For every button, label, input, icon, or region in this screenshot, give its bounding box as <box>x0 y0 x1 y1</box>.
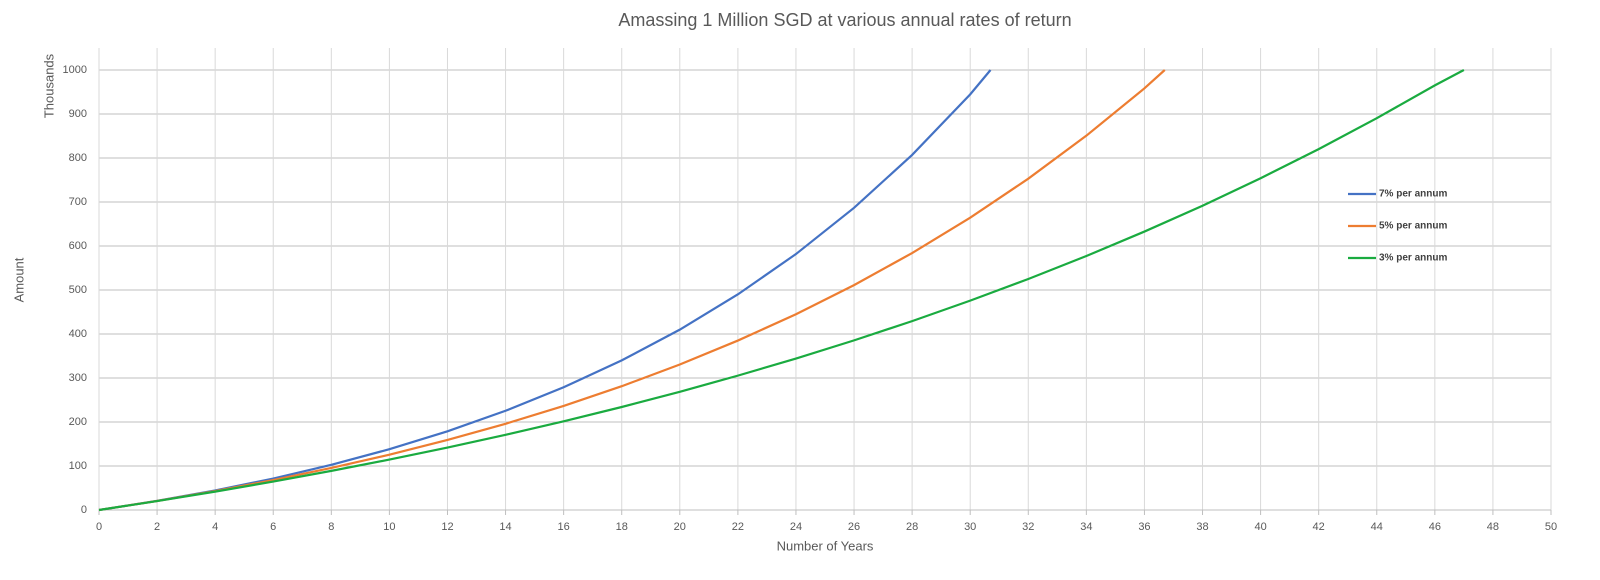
y-tick-label: 400 <box>69 328 87 340</box>
x-tick-label: 4 <box>212 521 218 533</box>
x-tick-label: 40 <box>1254 521 1266 533</box>
x-tick-label: 6 <box>270 521 276 533</box>
x-tick-label: 32 <box>1022 521 1034 533</box>
y-tick-label: 0 <box>81 504 87 516</box>
y-tick-label: 200 <box>69 416 87 428</box>
x-tick-label: 30 <box>964 521 976 533</box>
x-tick-label: 8 <box>328 521 334 533</box>
x-tick-label: 44 <box>1371 521 1383 533</box>
x-tick-label: 26 <box>848 521 860 533</box>
y-tick-label: 600 <box>69 240 87 252</box>
chart-title: Amassing 1 Million SGD at various annual… <box>618 10 1071 30</box>
x-tick-label: 2 <box>154 521 160 533</box>
x-tick-label: 12 <box>441 521 453 533</box>
x-tick-label: 10 <box>383 521 395 533</box>
legend-label: 3% per annum <box>1379 253 1447 264</box>
x-tick-label: 28 <box>906 521 918 533</box>
x-tick-label: 22 <box>732 521 744 533</box>
x-tick-label: 0 <box>96 521 102 533</box>
x-tick-label: 48 <box>1487 521 1499 533</box>
x-tick-label: 50 <box>1545 521 1557 533</box>
y-tick-label: 300 <box>69 372 87 384</box>
x-tick-label: 34 <box>1080 521 1092 533</box>
display-unit: Thousands <box>41 53 56 118</box>
line-series <box>98 69 992 512</box>
x-tick-label: 18 <box>616 521 628 533</box>
y-tick-label: 500 <box>69 284 87 296</box>
legend-label: 5% per annum <box>1379 221 1447 232</box>
x-tick-label: 16 <box>558 521 570 533</box>
line-series <box>98 69 1465 512</box>
y-tick-label: 900 <box>69 108 87 120</box>
x-tick-label: 36 <box>1138 521 1150 533</box>
legend-label: 7% per annum <box>1379 189 1447 200</box>
x-tick-label: 14 <box>499 521 511 533</box>
x-tick-label: 38 <box>1196 521 1208 533</box>
x-tick-label: 42 <box>1313 521 1325 533</box>
y-axis-title: Amount <box>11 257 26 302</box>
x-tick-label: 20 <box>674 521 686 533</box>
x-tick-label: 24 <box>790 521 802 533</box>
y-tick-label: 1000 <box>63 64 87 76</box>
x-axis-title: Number of Years <box>777 538 874 553</box>
y-tick-label: 800 <box>69 152 87 164</box>
y-tick-label: 100 <box>69 460 87 472</box>
y-tick-label: 700 <box>69 196 87 208</box>
line-series <box>98 69 1166 512</box>
x-tick-label: 46 <box>1429 521 1441 533</box>
